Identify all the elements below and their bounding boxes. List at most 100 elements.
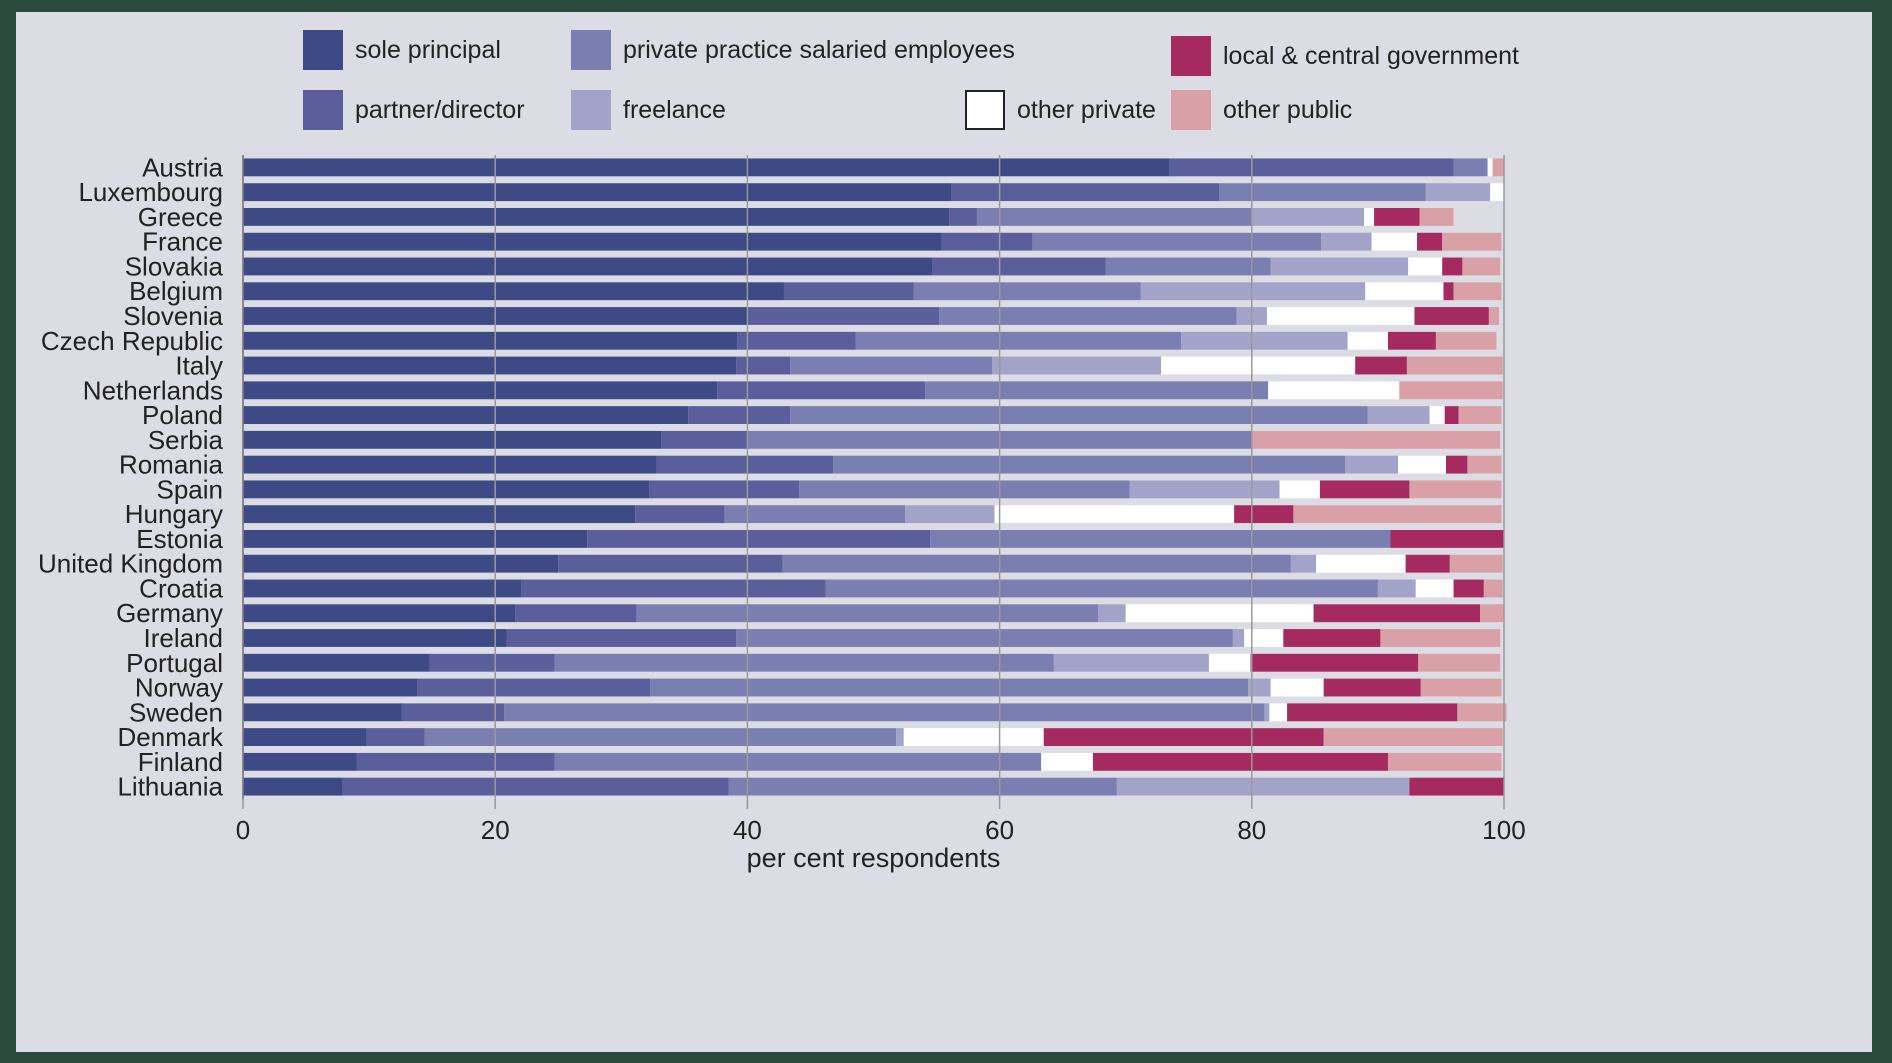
bar-segment (717, 381, 926, 400)
bar-segment (1279, 480, 1320, 499)
y-tick-label: Denmark (118, 722, 224, 752)
bar-segment (896, 728, 904, 746)
bar-segment (1414, 307, 1489, 325)
bar-segment (992, 356, 1162, 375)
bar-segment (243, 703, 402, 722)
bar-segment (1425, 183, 1491, 202)
y-tick-label: Lithuania (117, 772, 223, 802)
bar-segment (1483, 579, 1503, 598)
bar-segment (736, 356, 791, 375)
legend-label: partner/director (355, 95, 525, 124)
y-tick-label: Ireland (144, 623, 224, 653)
bar-segment (1251, 208, 1365, 226)
bar-segment (1467, 455, 1502, 474)
bar-segment (656, 455, 834, 474)
y-tick-label: Portugal (126, 648, 223, 678)
y-tick-label: Austria (142, 152, 223, 182)
bar-segment (243, 430, 662, 449)
bar-segment (635, 505, 725, 524)
bar-segment (243, 183, 952, 202)
bar-segment (1251, 430, 1501, 449)
bar-segment (401, 703, 505, 722)
bar-segment (1323, 678, 1421, 697)
y-tick-label: United Kingdom (38, 549, 223, 579)
y-tick-label: Norway (135, 673, 223, 703)
bar-segment (521, 579, 826, 598)
bar-segment (1161, 356, 1356, 375)
bar-segment (243, 257, 933, 276)
bar-segment (1365, 282, 1444, 301)
bar-segment (1445, 455, 1468, 474)
bar-segment (833, 455, 1346, 474)
bar-segment (661, 430, 749, 449)
bar-segment (356, 752, 555, 771)
bar-segment (790, 406, 1368, 424)
bar-segment (976, 208, 1252, 226)
legend-swatch (303, 30, 343, 70)
bar-segment (1316, 554, 1406, 573)
bar-segment (1097, 604, 1126, 623)
bar-segment (688, 406, 791, 424)
bar-segment (1377, 579, 1416, 598)
legend-swatch (571, 90, 611, 130)
y-tick-label: Hungary (125, 499, 223, 529)
bar-segment (1232, 629, 1245, 647)
bar-segment (515, 604, 637, 623)
bar-segment (1449, 554, 1503, 573)
bar-segment (1371, 232, 1417, 251)
bar-segment (1435, 331, 1497, 350)
bar-segment (1367, 406, 1430, 424)
x-tick-label: 40 (733, 815, 762, 845)
bar-segment (925, 381, 1269, 400)
bar-segment (1399, 381, 1503, 400)
chart-legend: sole principal private practice salaried … (16, 12, 1872, 182)
bar-segment (243, 480, 650, 499)
bar-segment (1406, 356, 1503, 375)
bar-segment (1032, 232, 1322, 251)
bar-segment (1419, 208, 1454, 226)
x-tick-label: 80 (1237, 815, 1266, 845)
bar-segment (636, 604, 1098, 623)
bar-segment (1268, 381, 1400, 400)
bar-segment (1458, 406, 1502, 424)
legend-swatch (965, 90, 1005, 130)
bar-segment (1053, 653, 1209, 672)
bar-segment (1313, 604, 1481, 623)
y-tick-label: Finland (138, 747, 223, 777)
y-tick-label: Italy (175, 351, 223, 381)
bar-segment (243, 653, 430, 672)
legend-label: sole principal (355, 35, 501, 64)
bar-segment (243, 381, 718, 400)
y-tick-label: Romania (119, 450, 224, 480)
legend-swatch (1171, 90, 1211, 130)
bar-segment (1270, 678, 1324, 697)
bar-segment (1345, 455, 1399, 474)
legend-swatch (571, 30, 611, 70)
bar-segment (748, 307, 940, 325)
x-tick-label: 20 (481, 815, 510, 845)
bar-segment (855, 331, 1182, 350)
bar-segment (1457, 703, 1507, 722)
bar-segment (243, 282, 784, 301)
bar-segment (783, 282, 914, 301)
bar-segment (1043, 728, 1324, 746)
bar-segment (1415, 579, 1454, 598)
bar-segment (1125, 604, 1314, 623)
bar-segment (1488, 307, 1499, 325)
y-tick-label: Netherlands (83, 375, 223, 405)
bar-segment (1287, 703, 1458, 722)
y-tick-label: Germany (116, 598, 223, 628)
legend-label: other public (1223, 95, 1353, 124)
legend-item: private practice salaried employees (571, 30, 1015, 70)
bar-segment (1244, 629, 1284, 647)
bar-segment (1105, 257, 1271, 276)
legend-swatch (303, 90, 343, 130)
bar-segment (1283, 629, 1381, 647)
bar-segment (1462, 257, 1501, 276)
bar-segment (1208, 653, 1251, 672)
bar-segment (728, 777, 1117, 796)
bar-segment (1442, 232, 1502, 251)
bar-segment (1487, 158, 1493, 177)
legend-label: local & central government (1223, 41, 1519, 70)
bar-segment (504, 703, 1265, 722)
